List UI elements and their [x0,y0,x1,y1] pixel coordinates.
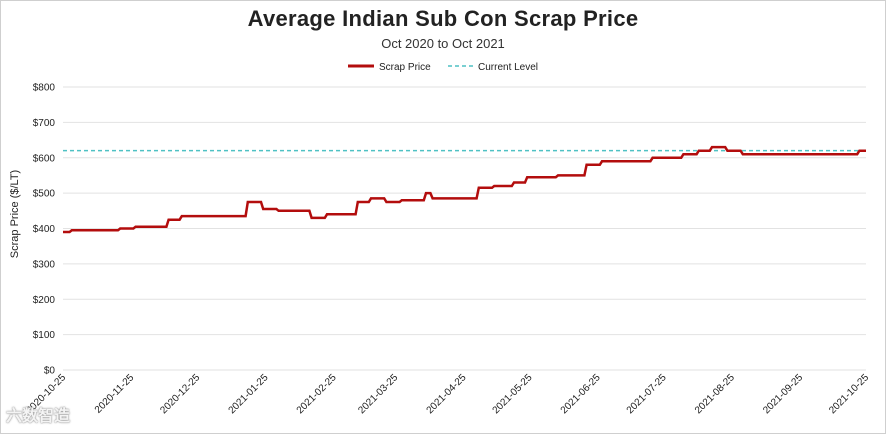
x-tick-label: 2021-05-25 [491,372,535,416]
x-tick-label: 2021-04-25 [425,372,469,416]
x-tick-label: 2021-03-25 [356,372,400,416]
series-group [63,145,866,234]
x-tick-label: 2021-01-25 [227,372,271,416]
x-tick-label: 2021-09-25 [761,372,805,416]
y-tick-label: $100 [33,330,56,341]
y-tick-label: $800 [33,83,56,94]
y-axis-title: Scrap Price ($/LT) [9,170,21,258]
x-tick-label: 2021-02-25 [295,372,339,416]
x-tick-label: 2021-10-25 [827,372,871,416]
x-tick-label: 2021-07-25 [625,372,669,416]
legend-current-level-label: Current Level [478,62,538,73]
x-tick-label: 2021-06-25 [559,372,603,416]
x-axis-ticks: 2020-10-25 2020-11-25 2020-12-25 2021-01-25… [24,372,871,416]
y-tick-label: $600 [33,153,56,164]
y-tick-label: $500 [33,189,56,200]
chart-subtitle: Oct 2020 to Oct 2021 [381,36,505,51]
x-tick-label: 2021-08-25 [693,372,737,416]
x-tick-label: 2020-11-25 [93,372,137,416]
legend-scrap-price-label: Scrap Price [379,62,431,73]
legend: Scrap Price Current Level [348,62,538,73]
gridlines [63,86,866,371]
scrap-price-line [63,145,866,234]
watermark: 六数智造 [6,408,71,425]
x-tick-label: 2020-12-25 [158,372,202,416]
y-tick-label: $700 [33,118,56,129]
y-tick-label: $200 [33,295,56,306]
y-tick-label: $0 [44,366,56,377]
y-tick-label: $300 [33,259,56,270]
y-tick-label: $400 [33,224,56,235]
y-axis-ticks: $0 $100 $200 $300 $400 $500 $600 $700 $800 [33,83,56,377]
chart-title: Average Indian Sub Con Scrap Price [247,6,639,31]
